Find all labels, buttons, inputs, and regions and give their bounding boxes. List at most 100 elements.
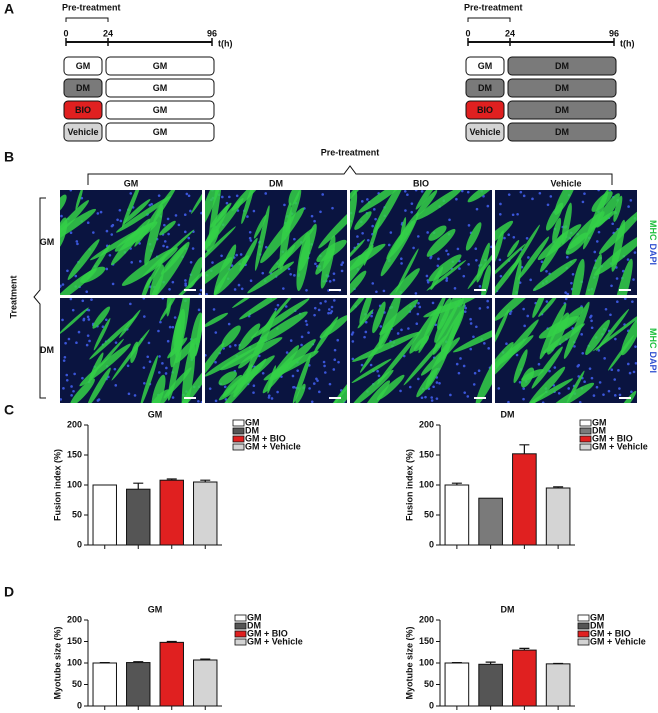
nucleus (356, 235, 359, 238)
column-label: Vehicle (550, 178, 581, 188)
myotube (351, 369, 394, 403)
time-tick-label: 0 (465, 28, 470, 38)
myotube (221, 325, 241, 348)
legend-label: DM (245, 425, 259, 435)
nucleus (235, 194, 239, 198)
nucleus (626, 258, 630, 261)
myotube (222, 374, 242, 397)
nucleus (376, 369, 379, 373)
bracket (467, 17, 511, 22)
nucleus (60, 398, 63, 401)
nucleus (105, 318, 108, 322)
nucleus (222, 347, 225, 350)
y-axis-label: Fusion index (%) (404, 449, 414, 521)
myotube (116, 195, 172, 233)
nucleus (455, 362, 459, 366)
nucleus (518, 381, 522, 384)
nucleus (417, 301, 420, 305)
nucleus (611, 222, 614, 226)
nucleus (360, 363, 364, 367)
nucleus (403, 190, 407, 193)
myotube (596, 308, 629, 352)
myotube (205, 312, 229, 328)
myotube (359, 298, 373, 325)
nucleus (478, 307, 482, 310)
nucleus (363, 335, 366, 339)
y-tick-label: 150 (67, 449, 82, 459)
myotube (372, 301, 386, 334)
myotube (93, 317, 111, 351)
pretreatment-box (63, 56, 103, 76)
nucleus (329, 311, 333, 315)
y-tick-label: 50 (424, 679, 434, 689)
nucleus (581, 200, 585, 204)
nucleus (313, 306, 317, 310)
nucleus (212, 308, 216, 311)
myotube (420, 337, 461, 376)
nucleus (293, 237, 296, 241)
nucleus (526, 314, 530, 318)
micrograph (350, 190, 492, 295)
box-label: DM (555, 61, 569, 71)
nucleus (71, 308, 75, 312)
nucleus (248, 230, 252, 234)
nucleus (111, 282, 115, 286)
myotube (111, 329, 150, 381)
myotube (413, 335, 430, 352)
nucleus (472, 335, 475, 339)
nucleus (467, 263, 470, 266)
nucleus (499, 274, 503, 278)
pretreatment-box (465, 78, 505, 98)
y-axis-label: Fusion index (%) (52, 449, 62, 521)
myotube (60, 208, 97, 244)
myotube (92, 306, 111, 329)
myotube (239, 298, 293, 320)
nucleus (631, 300, 634, 303)
myotube (613, 195, 623, 222)
legend-label: GM + BIO (590, 628, 631, 638)
myotube (121, 190, 143, 228)
nucleus (475, 325, 478, 329)
nucleus (449, 393, 452, 397)
nucleus (472, 383, 476, 386)
nucleus (233, 288, 237, 291)
box-label: BIO (477, 105, 493, 115)
myotube (495, 243, 526, 283)
myotube (583, 190, 609, 250)
box-label: GM (478, 61, 493, 71)
nucleus (613, 394, 617, 397)
nucleus (164, 372, 168, 375)
myotube (239, 237, 258, 272)
myotube (508, 224, 540, 276)
myotube (247, 261, 295, 294)
myotube (159, 298, 179, 322)
nucleus (618, 393, 622, 397)
nucleus (576, 364, 580, 368)
micrograph (205, 298, 347, 403)
myotube (475, 346, 492, 403)
nucleus (341, 261, 345, 264)
nucleus (462, 364, 466, 368)
nucleus (69, 298, 73, 301)
nucleus (200, 401, 202, 403)
nucleus (240, 287, 244, 291)
nucleus (490, 245, 492, 249)
nucleus (437, 257, 440, 261)
nucleus (445, 249, 448, 253)
nucleus (469, 322, 473, 325)
error-bar (519, 444, 530, 454)
nucleus (469, 317, 472, 321)
myotube (159, 220, 176, 236)
nucleus (571, 272, 575, 276)
myotube (595, 193, 620, 228)
nucleus (105, 267, 109, 271)
nucleus (507, 193, 511, 196)
micrograph (60, 298, 202, 403)
nucleus (285, 351, 289, 354)
legend-swatch (579, 443, 592, 451)
nucleus (177, 223, 181, 227)
pretreatment-label: Pre-treatment (464, 2, 523, 12)
bracket (65, 17, 109, 22)
nucleus (133, 394, 137, 397)
nucleus (168, 288, 171, 291)
